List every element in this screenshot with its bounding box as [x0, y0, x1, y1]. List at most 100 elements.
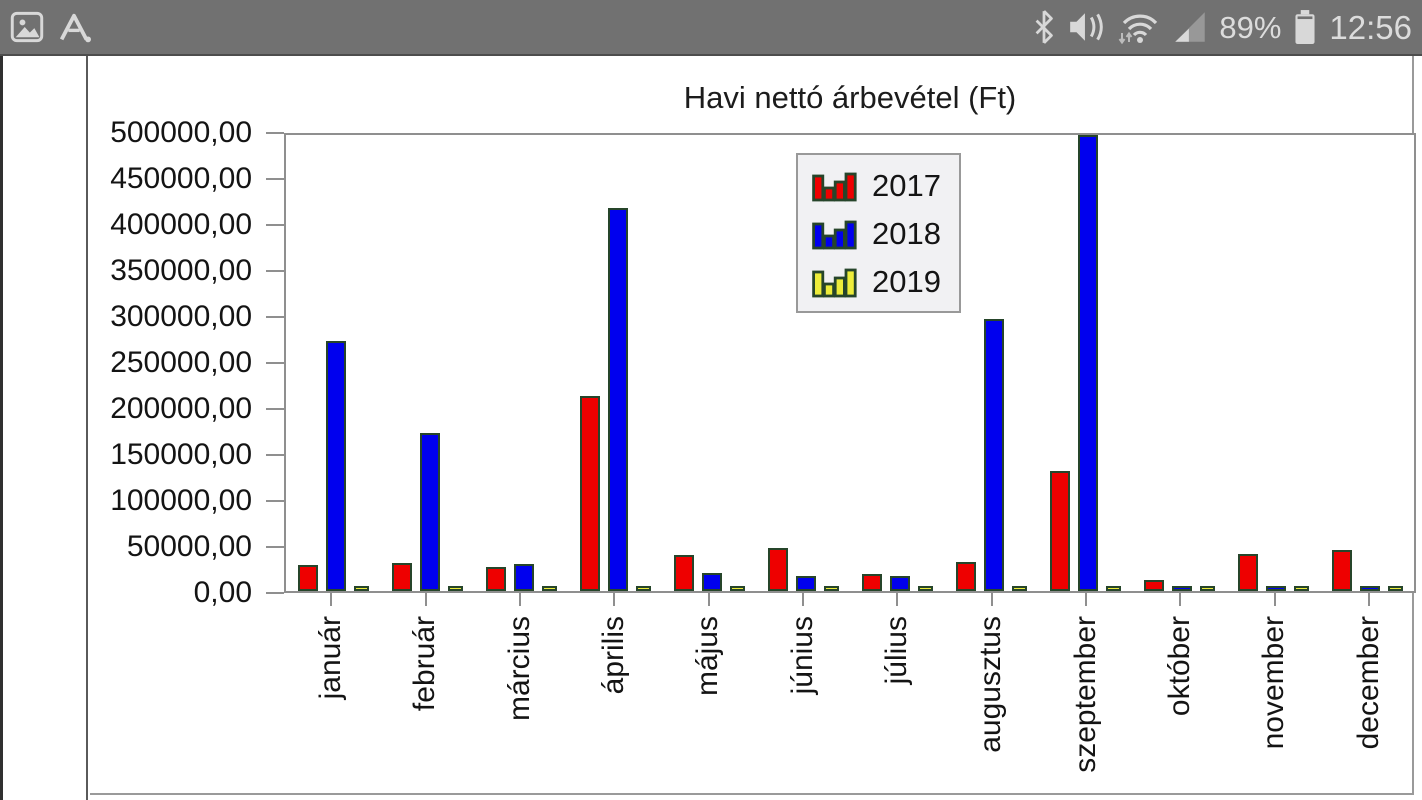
- bar-2017: [297, 565, 318, 591]
- legend-row: 2017: [812, 167, 941, 203]
- y-axis-tick: [266, 454, 284, 456]
- y-axis-label: 100000,00: [110, 484, 252, 517]
- y-axis-label: 450000,00: [110, 162, 252, 195]
- x-axis-label: október: [1163, 616, 1197, 717]
- x-label-slot: március: [473, 616, 567, 773]
- chart-canvas[interactable]: Havi nettó árbevétel (Ft) január február m…: [90, 56, 1416, 795]
- bar-2018: [1265, 586, 1286, 591]
- x-axis-tick: [613, 593, 616, 606]
- bar-2019: [353, 586, 369, 591]
- legend-row: 2019: [812, 263, 941, 299]
- bar-2018: [1171, 586, 1192, 591]
- x-axis-label: január: [314, 616, 348, 700]
- month-group: [474, 564, 568, 591]
- y-axis-label: 300000,00: [110, 300, 252, 333]
- x-axis-label: szeptember: [1068, 616, 1102, 773]
- bar-2019: [541, 586, 557, 591]
- bar-2018: [1359, 586, 1380, 591]
- bar-2017: [767, 548, 788, 591]
- status-bar: 89% 12:56: [0, 0, 1422, 56]
- bar-2017: [673, 555, 694, 591]
- x-axis-label: december: [1351, 616, 1385, 750]
- legend-label: 2018: [872, 215, 941, 251]
- legend-label: 2019: [872, 263, 941, 299]
- x-axis-tick: [801, 593, 804, 606]
- x-axis-label: március: [502, 616, 536, 722]
- battery-percent: 89%: [1219, 9, 1282, 45]
- x-axis-label: április: [597, 616, 631, 695]
- legend-label: 2017: [872, 167, 941, 203]
- x-axis-label: november: [1257, 616, 1291, 750]
- x-label-slot: december: [1322, 616, 1416, 773]
- month-group: [1132, 580, 1226, 591]
- x-label-slot: július: [850, 616, 944, 773]
- month-group: [568, 208, 662, 591]
- x-label-slot: február: [378, 616, 472, 773]
- x-axis-label: február: [408, 616, 442, 712]
- bar-2017: [861, 574, 882, 591]
- x-label-slot: augusztus: [944, 616, 1038, 773]
- bar-2019: [823, 586, 839, 591]
- month-group: [850, 574, 944, 591]
- month-group: [944, 319, 1038, 591]
- bar-2018: [701, 573, 722, 591]
- y-axis-tick: [266, 546, 284, 548]
- cell-signal-icon: [1175, 12, 1206, 42]
- status-bar-left: [10, 10, 92, 44]
- x-axis-tick: [990, 593, 993, 606]
- y-axis-tick: [266, 132, 284, 134]
- mute-vibrate-icon: [1070, 13, 1104, 41]
- y-axis-tick: [266, 408, 284, 410]
- bluetooth-icon: [1035, 10, 1054, 44]
- x-axis-labels: január február március április május június jú…: [284, 616, 1416, 773]
- y-axis-tick: [266, 500, 284, 502]
- month-group: [1320, 550, 1414, 591]
- bar-2017: [485, 567, 506, 591]
- bar-2019: [1011, 586, 1027, 591]
- month-group: [756, 548, 850, 591]
- y-axis-label: 200000,00: [110, 392, 252, 425]
- wifi-icon: [1119, 14, 1158, 45]
- y-axis-tick: [266, 270, 284, 272]
- month-group: [662, 555, 756, 591]
- y-axis-tick: [266, 592, 284, 594]
- bar-2019: [635, 586, 651, 591]
- x-axis-tick: [424, 593, 427, 606]
- x-axis-label: június: [785, 616, 819, 695]
- x-axis-tick: [1084, 593, 1087, 606]
- y-axis-label: 400000,00: [110, 208, 252, 241]
- bar-2017: [1049, 471, 1070, 591]
- y-axis-tick: [266, 316, 284, 318]
- x-label-slot: január: [284, 616, 378, 773]
- legend: 2017 2018 2019: [796, 153, 961, 313]
- x-axis-tick: [896, 593, 899, 606]
- side-panel: [0, 56, 88, 800]
- app-a-icon: [59, 13, 91, 43]
- x-axis-tick: [1179, 593, 1182, 606]
- x-axis-tick: [518, 593, 521, 606]
- bar-2017: [579, 396, 600, 591]
- month-group: [286, 341, 380, 591]
- month-group: [380, 433, 474, 591]
- x-label-slot: november: [1227, 616, 1321, 773]
- bar-2018: [1077, 135, 1098, 591]
- bar-2018: [419, 433, 440, 591]
- status-bar-right: 89% 12:56: [1033, 9, 1412, 45]
- legend-bar-chart-icon: [812, 268, 857, 298]
- x-label-slot: szeptember: [1039, 616, 1133, 773]
- bar-groups: [286, 135, 1414, 591]
- x-axis-label: augusztus: [974, 616, 1008, 753]
- bar-2018: [983, 319, 1004, 591]
- x-axis-tick: [330, 593, 333, 606]
- y-axis-tick: [266, 362, 284, 364]
- bar-2018: [325, 341, 346, 591]
- y-axis-label: 500000,00: [110, 116, 252, 149]
- x-axis-label: július: [880, 616, 914, 685]
- y-axis-label: 350000,00: [110, 254, 252, 287]
- bar-2018: [795, 576, 816, 591]
- clock: 12:56: [1329, 8, 1412, 46]
- x-label-slot: október: [1133, 616, 1227, 773]
- bar-2018: [513, 564, 534, 591]
- y-axis-label: 50000,00: [126, 530, 252, 563]
- x-axis-tick: [1273, 593, 1276, 606]
